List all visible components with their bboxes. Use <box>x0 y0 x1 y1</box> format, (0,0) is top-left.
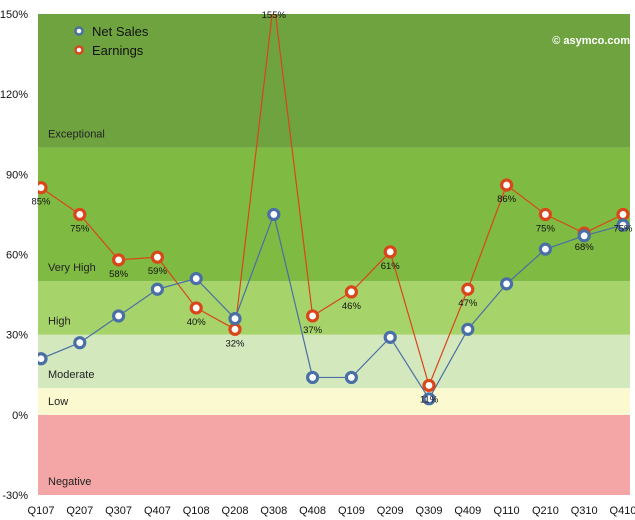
x-tick-label: Q207 <box>66 505 93 517</box>
y-axis: -30% 0% 30% 60% 90% 120% 150% <box>0 9 28 502</box>
x-tick-label: Q310 <box>571 505 598 517</box>
net-sales-point <box>73 336 87 350</box>
data-labels: 85% 75% 58% 59% 40% 32% 155% 37% 46% 61% 11% 47% 86%… <box>31 10 633 405</box>
data-label: 32% <box>225 338 245 349</box>
x-tick-label: Q108 <box>183 505 210 517</box>
net-sales-point <box>461 322 475 336</box>
x-tick-label: Q307 <box>105 505 132 517</box>
data-label: 61% <box>381 261 401 272</box>
x-tick-label: Q408 <box>299 505 326 517</box>
x-tick-label: Q109 <box>338 505 365 517</box>
earnings-point <box>422 378 436 393</box>
band-high <box>38 281 630 335</box>
legend-marker <box>74 45 84 55</box>
x-tick-label: Q309 <box>416 505 443 517</box>
earnings-point <box>269 0 279 6</box>
data-label: 40% <box>187 317 207 328</box>
data-label: 155% <box>262 10 287 21</box>
net-sales-point <box>616 218 630 232</box>
data-label: 68% <box>575 242 595 253</box>
net-sales-point <box>422 392 436 406</box>
data-label: 75% <box>536 223 556 234</box>
x-tick-label: Q210 <box>532 505 559 517</box>
y-tick-label: 30% <box>6 330 28 342</box>
x-axis: Q107 Q207 Q307 Q407 Q108 Q208 Q308 Q408 Q109 Q209… <box>28 505 635 517</box>
x-tick-label: Q209 <box>377 505 404 517</box>
net-sales-point <box>500 277 514 291</box>
x-tick-label: Q208 <box>222 505 249 517</box>
earnings-point <box>500 178 514 192</box>
net-sales-point <box>306 370 320 385</box>
net-sales-line <box>40 212 624 400</box>
earnings-point <box>344 285 358 299</box>
net-sales-point <box>189 271 203 286</box>
net-sales-point <box>228 312 242 326</box>
y-tick-label: 150% <box>0 9 28 21</box>
band-low <box>38 388 630 415</box>
x-tick-label: Q110 <box>494 505 520 517</box>
data-label: 47% <box>458 298 478 309</box>
earnings-point <box>383 245 397 259</box>
earnings-line <box>40 14 624 388</box>
x-tick-label: Q308 <box>260 505 287 517</box>
data-label: 46% <box>342 301 362 312</box>
data-label: 59% <box>148 266 168 277</box>
earnings-point <box>306 309 320 323</box>
x-tick-label: Q407 <box>144 505 171 517</box>
earnings-point <box>189 301 203 315</box>
data-label: 11% <box>420 394 439 405</box>
band-label: Very High <box>48 262 96 274</box>
data-label: 75% <box>70 223 90 234</box>
legend-label: Net Sales <box>92 24 149 39</box>
net-sales-point <box>150 282 164 296</box>
y-tick-label: 60% <box>6 250 28 262</box>
data-label: 37% <box>303 325 323 336</box>
band-label: Moderate <box>48 369 94 381</box>
data-label: 75% <box>613 223 633 234</box>
net-sales-point <box>344 370 358 385</box>
net-sales-point <box>577 229 591 243</box>
data-label: 85% <box>31 197 51 208</box>
band-negative <box>38 414 630 495</box>
legend-marker <box>74 26 84 36</box>
data-label: 58% <box>109 269 129 280</box>
net-sales-point <box>538 242 553 256</box>
earnings-point <box>616 207 630 222</box>
y-tick-label: 120% <box>0 89 28 101</box>
band-moderate <box>38 334 630 389</box>
x-tick-label: Q409 <box>454 505 481 517</box>
earnings-point <box>38 181 48 195</box>
data-label: 86% <box>497 194 517 205</box>
earnings-point <box>461 282 475 296</box>
net-sales-point <box>111 309 126 323</box>
performance-bands: Negative Low Moderate High Very High Exceptio… <box>38 14 630 495</box>
band-label: Exceptional <box>48 129 105 141</box>
earnings-point <box>538 207 553 222</box>
x-tick-label: Q107 <box>28 505 55 517</box>
y-tick-label: 90% <box>6 169 28 181</box>
earnings-point <box>150 250 164 264</box>
x-tick-label: Q410 <box>610 505 635 517</box>
net-sales-point <box>38 352 48 366</box>
y-tick-label: -30% <box>2 490 28 502</box>
net-sales-point <box>383 330 397 344</box>
legend: Net Sales Earnings <box>74 24 149 58</box>
earnings-point <box>73 207 87 222</box>
watermark: © asymco.com <box>552 35 630 47</box>
band-label: High <box>48 316 71 328</box>
band-label: Low <box>48 396 68 408</box>
net-sales-point <box>267 207 281 222</box>
band-exceptional <box>38 14 630 148</box>
series-layer <box>38 0 630 406</box>
legend-label: Earnings <box>92 43 144 58</box>
band-label: Negative <box>48 476 91 488</box>
y-tick-label: 0% <box>12 410 28 422</box>
earnings-point <box>228 322 242 336</box>
earnings-point <box>111 253 126 267</box>
